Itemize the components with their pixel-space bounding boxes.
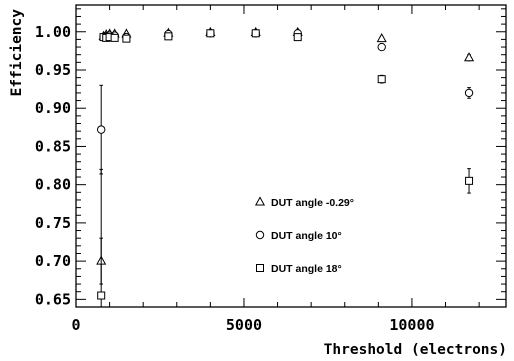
data-point-circle — [464, 88, 474, 98]
legend-marker-square — [256, 264, 264, 272]
y-axis-ticks: 0.65 0.70 0.75 0.80 0.85 0.90 0.95 1.00 — [35, 8, 506, 308]
plot-frame — [75, 4, 507, 308]
data-point-square — [465, 176, 474, 185]
data-point-square — [97, 291, 106, 300]
data-point-square — [110, 33, 119, 42]
data-point-square — [206, 29, 215, 38]
data-point-square — [251, 29, 260, 38]
data-point-triangle — [463, 52, 475, 62]
y-axis-title: Efficiency — [9, 9, 25, 97]
data-point-circle — [377, 42, 386, 52]
legend-entry: DUT angle 18° — [256, 263, 342, 275]
legend-entry: DUT angle -0.29° — [254, 196, 354, 209]
x-axis-title: Threshold (electrons) — [324, 342, 507, 358]
legend-marker-circle — [255, 230, 265, 240]
legend-marker-triangle — [254, 196, 266, 206]
data-point-square — [293, 33, 302, 42]
data-points-group — [96, 26, 475, 308]
legend-entry: DUT angle 10° — [255, 230, 342, 242]
legend-label: DUT angle -0.29° — [271, 197, 354, 209]
x-tick-label: 0 — [71, 316, 80, 334]
y-tick-label: 0.70 — [35, 252, 71, 270]
data-point-circle — [96, 125, 106, 134]
y-tick-label: 1.00 — [35, 23, 71, 41]
data-point-square — [164, 32, 173, 41]
series-square — [97, 29, 474, 308]
plot-frame-group — [75, 4, 507, 308]
legend-label: DUT angle 18° — [271, 263, 342, 275]
legend: DUT angle -0.29° DUT angle 10° DUT angle 1… — [254, 196, 354, 275]
y-tick-label: 0.75 — [35, 214, 71, 232]
legend-label: DUT angle 10° — [271, 230, 342, 242]
data-point-square — [122, 34, 131, 43]
y-tick-label: 0.95 — [35, 61, 71, 79]
y-tick-label: 0.90 — [35, 99, 71, 117]
x-tick-label: 10000 — [389, 316, 434, 334]
x-tick-label: 5000 — [226, 316, 262, 334]
y-tick-label: 0.85 — [35, 137, 71, 155]
data-point-square — [377, 75, 386, 84]
y-tick-label: 0.65 — [35, 290, 71, 308]
data-point-triangle — [376, 33, 387, 43]
y-tick-label: 0.80 — [35, 176, 71, 194]
